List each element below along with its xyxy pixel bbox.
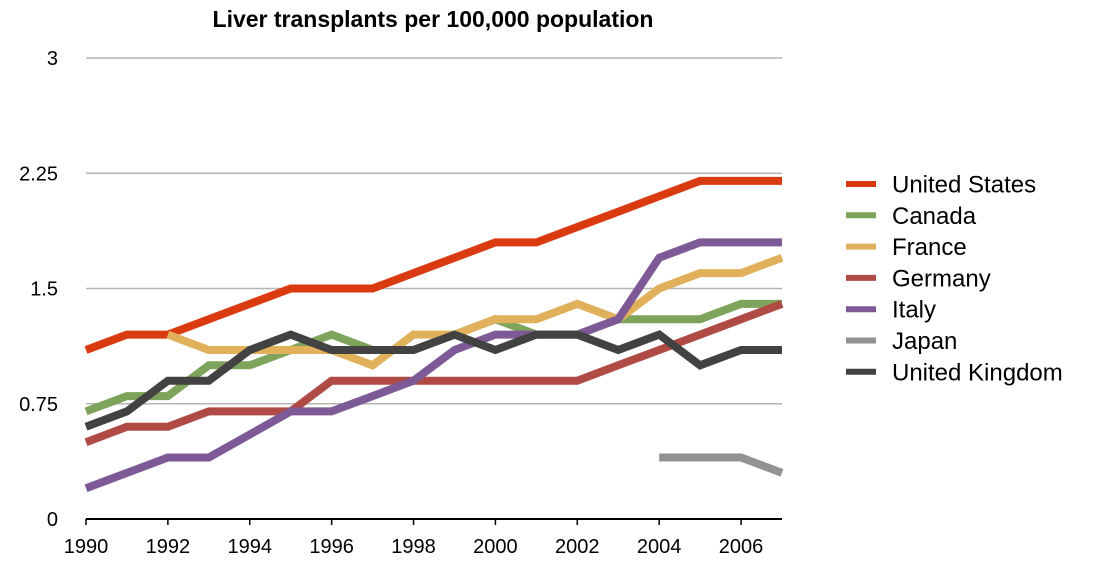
- chart-title: Liver transplants per 100,000 population: [213, 6, 654, 32]
- series-line-france: [166, 254, 784, 370]
- x-tick-label: 2006: [719, 536, 764, 558]
- x-tick-label: 2002: [555, 536, 600, 558]
- series-lines: [84, 176, 784, 493]
- y-tick-label: 2.25: [19, 163, 58, 185]
- x-tick-label: 2000: [473, 536, 518, 558]
- x-tick-label: 1998: [391, 536, 436, 558]
- x-tick-label: 1996: [309, 536, 354, 558]
- x-tick-label: 1990: [64, 536, 109, 558]
- series-line-united-states: [84, 176, 782, 354]
- x-tick-label: 2004: [637, 536, 682, 558]
- legend-label-canada: Canada: [892, 203, 977, 230]
- y-axis-ticks: 0 0.75 1.5 2.25 3: [19, 48, 58, 531]
- series-line-canada: [84, 299, 782, 416]
- legend-label-germany: Germany: [892, 265, 991, 292]
- x-axis-ticks: 1990 1992 1994 1996 1998 2000 2002 2004 2006: [64, 519, 764, 558]
- y-tick-label: 0.75: [19, 394, 58, 416]
- y-tick-label: 0: [47, 509, 58, 531]
- series-line-italy: [84, 238, 782, 493]
- legend-label-united-states: United States: [892, 172, 1036, 199]
- legend: United States Canada France Germany Italy Jap…: [846, 172, 1063, 386]
- legend-label-united-kingdom: United Kingdom: [892, 359, 1063, 386]
- gridlines: [86, 57, 782, 520]
- legend-label-japan: Japan: [892, 328, 957, 355]
- series-line-japan: [659, 453, 784, 477]
- series-line-germany: [84, 300, 784, 446]
- legend-label-france: France: [892, 234, 967, 261]
- x-tick-label: 1994: [228, 536, 273, 558]
- y-tick-label: 3: [47, 48, 58, 70]
- series-line-united-kingdom: [84, 330, 782, 431]
- legend-label-italy: Italy: [892, 297, 936, 324]
- x-tick-label: 1992: [146, 536, 191, 558]
- y-tick-label: 1.5: [30, 279, 58, 301]
